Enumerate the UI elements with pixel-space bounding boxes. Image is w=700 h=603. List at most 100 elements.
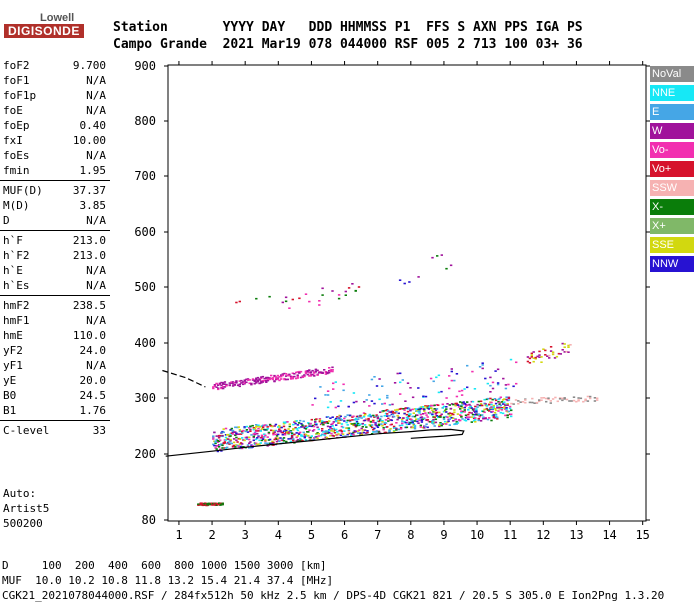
echo-point xyxy=(472,416,476,418)
echo-point xyxy=(245,425,249,428)
echo-point xyxy=(212,435,215,437)
echo-point xyxy=(493,398,497,400)
echo-point xyxy=(256,376,260,379)
echo-point xyxy=(375,385,379,387)
param-label: hmE xyxy=(3,329,23,342)
echo-point xyxy=(483,408,486,411)
echo-point xyxy=(315,433,318,435)
echo-point xyxy=(404,421,407,424)
echo-point xyxy=(314,397,317,400)
echo-point xyxy=(380,415,383,418)
echo-point xyxy=(382,410,385,412)
echo-point xyxy=(372,419,375,422)
echo-point xyxy=(279,429,282,432)
echo-point xyxy=(418,412,421,414)
echo-point xyxy=(332,435,335,437)
echo-point xyxy=(288,425,291,428)
echo-point xyxy=(415,418,418,420)
echo-point xyxy=(386,413,389,415)
echo-point xyxy=(584,399,587,401)
echo-point xyxy=(279,437,282,439)
echo-point xyxy=(490,403,493,406)
echo-point xyxy=(561,397,564,400)
echo-point xyxy=(326,425,330,428)
echo-point xyxy=(332,421,335,423)
echo-point xyxy=(456,413,460,415)
echo-point xyxy=(383,415,386,417)
echo-point xyxy=(435,376,438,379)
echo-point xyxy=(289,376,293,379)
x-tick-label: 11 xyxy=(503,528,517,542)
x-tick-label: 8 xyxy=(407,528,414,542)
echo-point xyxy=(381,420,384,422)
echo-point xyxy=(288,423,291,425)
echo-point xyxy=(377,420,381,423)
echo-point xyxy=(217,446,221,448)
echo-point xyxy=(476,403,479,406)
echo-point xyxy=(441,423,444,425)
echo-point xyxy=(293,433,296,436)
param-label: foEs xyxy=(3,149,30,162)
echo-point xyxy=(314,371,318,373)
echo-point xyxy=(202,504,206,506)
echo-point xyxy=(341,426,345,429)
echo-point xyxy=(253,379,256,382)
echo-point xyxy=(341,433,345,435)
echo-point xyxy=(216,445,220,447)
echo-point xyxy=(226,442,229,445)
echo-point xyxy=(538,354,541,356)
echo-point xyxy=(300,422,303,425)
echo-point xyxy=(276,374,280,377)
echo-point xyxy=(228,382,231,384)
param-row: hmF2 238.5 xyxy=(0,298,110,313)
echo-point xyxy=(459,419,462,422)
echo-point xyxy=(238,385,241,388)
echo-point xyxy=(389,428,392,430)
echo-point xyxy=(467,418,470,421)
echo-point xyxy=(329,370,333,373)
echo-point xyxy=(368,405,371,407)
echo-point xyxy=(481,367,484,370)
echo-point xyxy=(324,373,328,375)
echo-point xyxy=(304,293,308,295)
echo-point xyxy=(332,382,335,385)
echo-point xyxy=(377,431,381,433)
echo-point xyxy=(445,423,448,425)
echo-point xyxy=(386,415,389,417)
echo-point xyxy=(432,423,435,425)
echo-point xyxy=(255,377,258,380)
echo-point xyxy=(251,424,254,427)
echo-point xyxy=(418,408,421,411)
echo-point xyxy=(368,394,371,396)
echo-point xyxy=(243,427,246,429)
echo-point xyxy=(374,424,377,426)
echo-point xyxy=(311,404,314,406)
param-row: foEs N/A xyxy=(0,148,110,163)
echo-point xyxy=(339,415,342,418)
echo-point xyxy=(236,384,240,387)
echo-point xyxy=(229,433,232,435)
echo-point xyxy=(318,300,321,302)
echo-point xyxy=(222,428,225,430)
echo-point xyxy=(478,366,482,368)
echo-point xyxy=(397,428,400,431)
echo-point xyxy=(390,423,393,426)
echo-point xyxy=(221,502,224,505)
echo-point xyxy=(467,409,470,411)
echo-point xyxy=(275,376,278,378)
echo-point xyxy=(489,391,492,393)
echo-point xyxy=(286,378,289,381)
echo-point xyxy=(329,369,333,371)
echo-point xyxy=(507,410,511,413)
param-label: M(D) xyxy=(3,199,30,212)
echo-point xyxy=(240,379,243,382)
echo-point xyxy=(275,440,279,443)
echo-point xyxy=(405,426,409,429)
echo-point xyxy=(439,422,442,424)
autoscaling-line-3: 500200 xyxy=(3,517,43,530)
echo-point xyxy=(258,443,261,445)
echo-point xyxy=(249,430,252,432)
param-value: 24.5 xyxy=(79,389,107,402)
echo-point xyxy=(325,436,329,439)
echo-point xyxy=(410,418,413,421)
